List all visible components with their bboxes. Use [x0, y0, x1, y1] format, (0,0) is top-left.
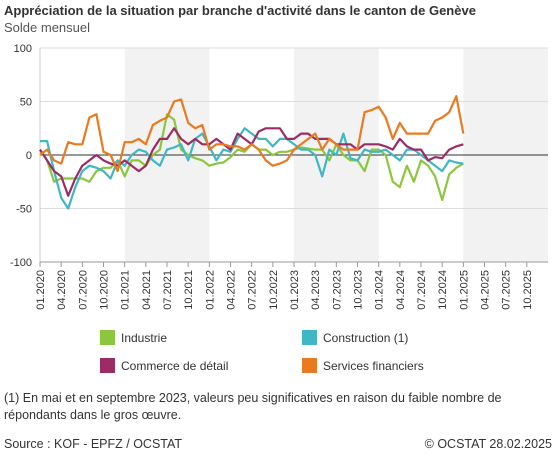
x-tick-label: 10.2023	[353, 270, 365, 310]
x-tick-label: 04.2025	[480, 270, 492, 310]
x-tick-label: 10.2024	[437, 270, 449, 310]
x-tick-label: 01.2020	[35, 270, 47, 310]
x-tick-label: 01.2024	[374, 270, 386, 310]
x-tick-label: 10.2022	[268, 270, 280, 310]
x-tick-label: 04.2024	[395, 270, 407, 310]
series-line-industrie	[39, 113, 464, 201]
legend-swatch-industrie	[100, 330, 115, 345]
legend-item-services: Services financiers	[302, 358, 424, 373]
legend-label-industrie: Industrie	[121, 330, 168, 345]
legend-label-construction: Construction (1)	[323, 330, 409, 345]
legend-label-services: Services financiers	[323, 358, 424, 373]
series-line-construction	[40, 127, 464, 210]
chart-title: Appréciation de la situation par branche…	[4, 3, 476, 18]
x-tick-label: 10.2020	[99, 270, 111, 310]
legend-item-commerce: Commerce de détail	[100, 358, 228, 373]
legend-swatch-services	[302, 358, 317, 373]
x-tick-label: 01.2021	[120, 270, 132, 310]
legend-label-commerce: Commerce de détail	[121, 358, 229, 373]
legend-item-construction: Construction (1)	[302, 330, 408, 345]
y-tick-label: 50	[20, 97, 32, 109]
y-tick-label: -50	[16, 204, 32, 216]
x-tick-label: 07.2025	[501, 270, 513, 310]
x-tick-label: 01.2023	[289, 270, 301, 310]
x-tick-label: 01.2025	[458, 270, 470, 310]
x-tick-label: 07.2021	[162, 270, 174, 310]
x-tick-label: 07.2023	[331, 270, 343, 310]
x-tick-label: 10.2021	[183, 270, 195, 310]
series-lines	[39, 95, 465, 210]
y-tick-label: -100	[10, 257, 32, 269]
legend-swatch-commerce	[100, 358, 115, 373]
copyright-text: © OCSTAT 28.02.2025	[424, 437, 552, 451]
footnote: (1) En mai et en septembre 2023, valeurs…	[4, 391, 502, 422]
y-tick-label: 0	[26, 150, 32, 162]
x-tick-label: 04.2021	[141, 270, 153, 310]
line-chart: 100 50 0 -50 -100 01.2020 04.2020 07.2020 10.20…	[10, 43, 548, 310]
y-axis: 100 50 0 -50 -100	[10, 43, 32, 269]
x-tick-label: 04.2022	[226, 270, 238, 310]
source-text: Source : KOF - EPFZ / OCSTAT	[4, 437, 183, 451]
x-tick-label: 07.2022	[247, 270, 259, 310]
chart-subtitle: Solde mensuel	[4, 20, 90, 35]
x-tick-label: 07.2020	[77, 270, 89, 310]
series-line-services	[39, 95, 465, 173]
legend-item-industrie: Industrie	[100, 330, 167, 345]
x-tick-label: 04.2023	[310, 270, 322, 310]
x-tick-label: 01.2022	[204, 270, 216, 310]
x-tick-label: 04.2020	[56, 270, 68, 310]
x-axis: 01.2020 04.2020 07.2020 10.2020 01.2021 04.20…	[35, 262, 534, 310]
legend-swatch-construction	[302, 330, 317, 345]
y-tick-label: 100	[14, 43, 32, 55]
x-tick-label: 10.2025	[522, 270, 534, 310]
x-tick-label: 07.2024	[416, 270, 428, 310]
